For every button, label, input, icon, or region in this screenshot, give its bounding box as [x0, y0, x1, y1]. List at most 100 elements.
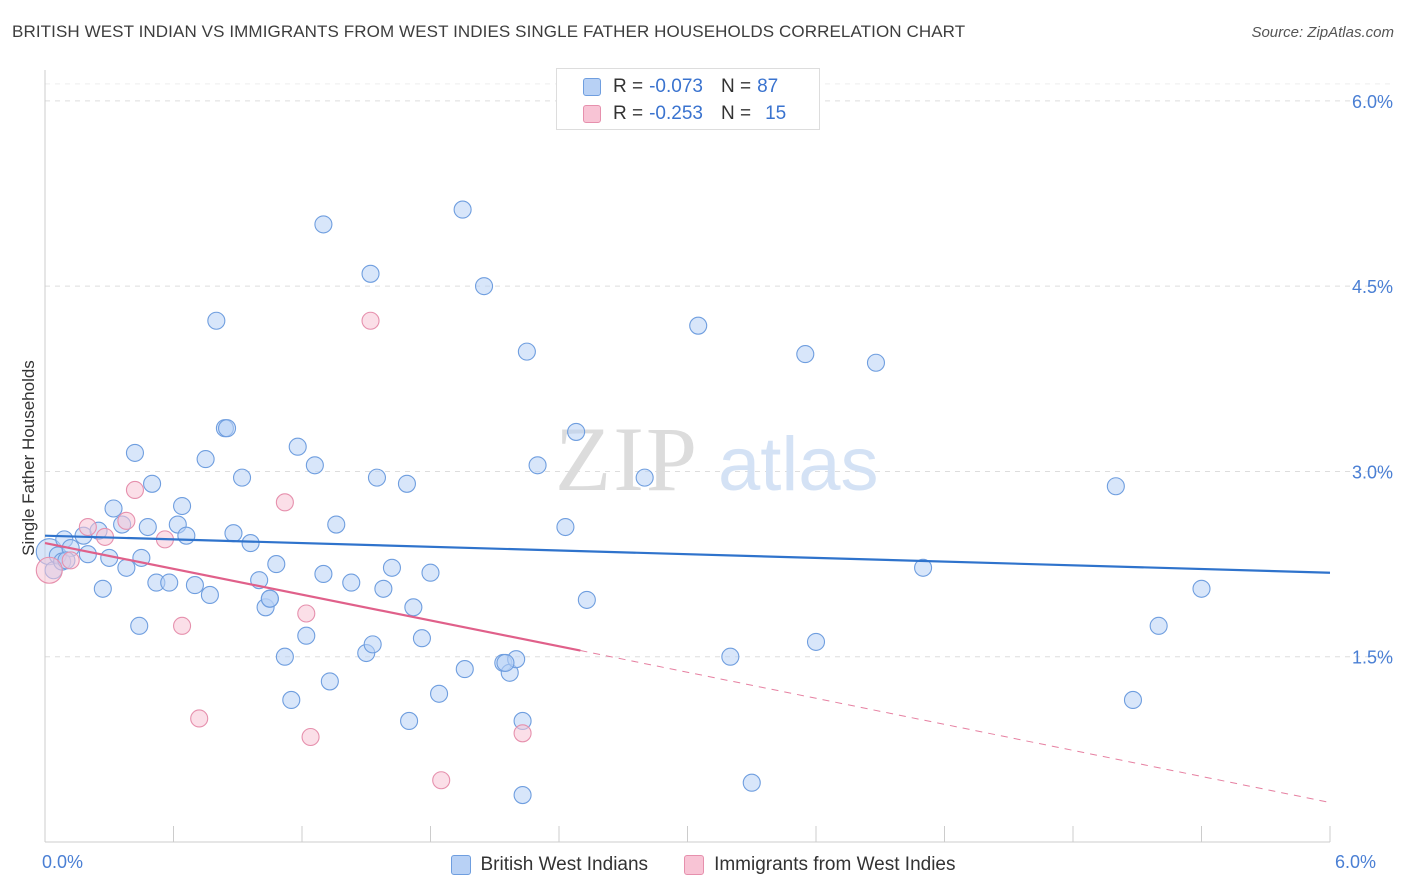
data-point [1106, 477, 1125, 496]
data-point [556, 517, 575, 537]
data-point [314, 564, 333, 584]
data-point [207, 311, 226, 330]
legend-swatch-blue [583, 78, 601, 96]
data-point [61, 551, 80, 570]
data-point [297, 604, 316, 623]
data-point [173, 616, 192, 635]
data-point [796, 345, 815, 364]
legend-item-british-west-indians: British West Indians [450, 854, 648, 876]
data-point [513, 786, 532, 805]
data-point [93, 579, 112, 598]
legend-n-value: 15 [765, 103, 787, 124]
data-point [327, 515, 346, 534]
data-point [404, 598, 423, 617]
trend-line-immigrants-from-west-indies [44, 542, 581, 652]
data-point [260, 589, 279, 608]
legend-r-value: -0.253 [649, 103, 703, 124]
x-tick-label-max: 6.0% [1334, 852, 1376, 872]
data-point [453, 200, 472, 219]
data-point [577, 590, 596, 609]
legend-n-value: 87 [757, 76, 779, 97]
legend-swatch-pink [583, 105, 601, 123]
data-point [138, 517, 157, 537]
series-legend: British West Indians Immigrants from Wes… [0, 852, 1406, 878]
data-point [806, 632, 826, 651]
legend-item-immigrants-from-west-indies: Immigrants from West Indies [684, 854, 956, 876]
data-point [1123, 690, 1143, 710]
data-point [361, 264, 380, 283]
y-tick-label: 4.5% [1352, 277, 1393, 297]
trend-lines [44, 534, 1331, 803]
watermark: ZIP atlas [555, 408, 879, 510]
data-point [689, 316, 708, 335]
data-point [288, 437, 307, 456]
legend-n-label: N = [720, 103, 752, 124]
data-point [397, 474, 416, 493]
series-immigrants-from-west-indies [35, 311, 532, 790]
data-point [217, 419, 237, 438]
data-point [177, 526, 196, 545]
x-tick-label-min: 0.0% [42, 852, 84, 872]
data-point [275, 493, 294, 512]
legend-swatch-pink [684, 855, 705, 875]
legend-r-value: -0.073 [649, 76, 703, 97]
legend-row-pink: R = -0.253 N = 15 [583, 102, 786, 126]
legend-row-blue: R = -0.073 N = 87 [583, 75, 778, 99]
legend-r-label: R = [613, 103, 644, 124]
y-tick-label: 3.0% [1352, 462, 1393, 482]
data-point [474, 277, 494, 296]
source-note: Source: ZipAtlas.com [1251, 24, 1394, 41]
data-point [117, 511, 136, 530]
data-point [282, 690, 301, 710]
data-point [567, 422, 586, 441]
data-point [432, 771, 451, 790]
series-british-west-indians [35, 200, 1211, 805]
data-point [185, 576, 204, 595]
data-point [241, 534, 260, 553]
data-point [190, 709, 209, 728]
data-point [430, 684, 449, 703]
watermark-atlas: atlas [718, 422, 879, 507]
legend-swatch-blue [450, 855, 471, 875]
data-point [78, 545, 97, 564]
data-point [342, 573, 361, 592]
data-point [412, 629, 431, 648]
data-point [517, 342, 536, 361]
data-point [117, 558, 136, 577]
legend-label: Immigrants from West Indies [714, 854, 956, 875]
y-tick-label: 1.5% [1352, 648, 1393, 668]
data-point [866, 353, 886, 372]
data-point [125, 443, 144, 462]
data-point [301, 727, 320, 747]
data-point [400, 711, 419, 731]
y-tick-label: 6.0% [1352, 92, 1393, 112]
data-point [314, 215, 333, 234]
axes [44, 70, 1331, 843]
data-point [496, 653, 515, 672]
data-point [374, 579, 393, 598]
tick-labels: 1.5% 3.0% 4.5% 6.0% [1352, 92, 1393, 668]
data-point [382, 558, 402, 577]
data-point [361, 311, 380, 330]
data-point [173, 496, 192, 516]
data-point [35, 556, 63, 584]
data-point [224, 524, 243, 543]
data-point [305, 456, 324, 475]
data-point [742, 773, 761, 792]
data-point [721, 647, 740, 666]
data-point [455, 660, 474, 679]
data-point [275, 647, 294, 666]
data-point [196, 450, 215, 469]
data-point [267, 555, 286, 574]
legend-n-label: N = [720, 76, 752, 97]
data-point [143, 474, 162, 493]
data-point [635, 468, 654, 487]
chart-title: BRITISH WEST INDIAN VS IMMIGRANTS FROM W… [12, 22, 966, 41]
gridlines [45, 83, 1390, 658]
data-point [914, 558, 933, 577]
data-point [320, 672, 339, 691]
y-axis-label: Single Father Households [19, 360, 38, 556]
data-point [160, 573, 179, 592]
trend-line-extension-dashed [580, 650, 1331, 803]
